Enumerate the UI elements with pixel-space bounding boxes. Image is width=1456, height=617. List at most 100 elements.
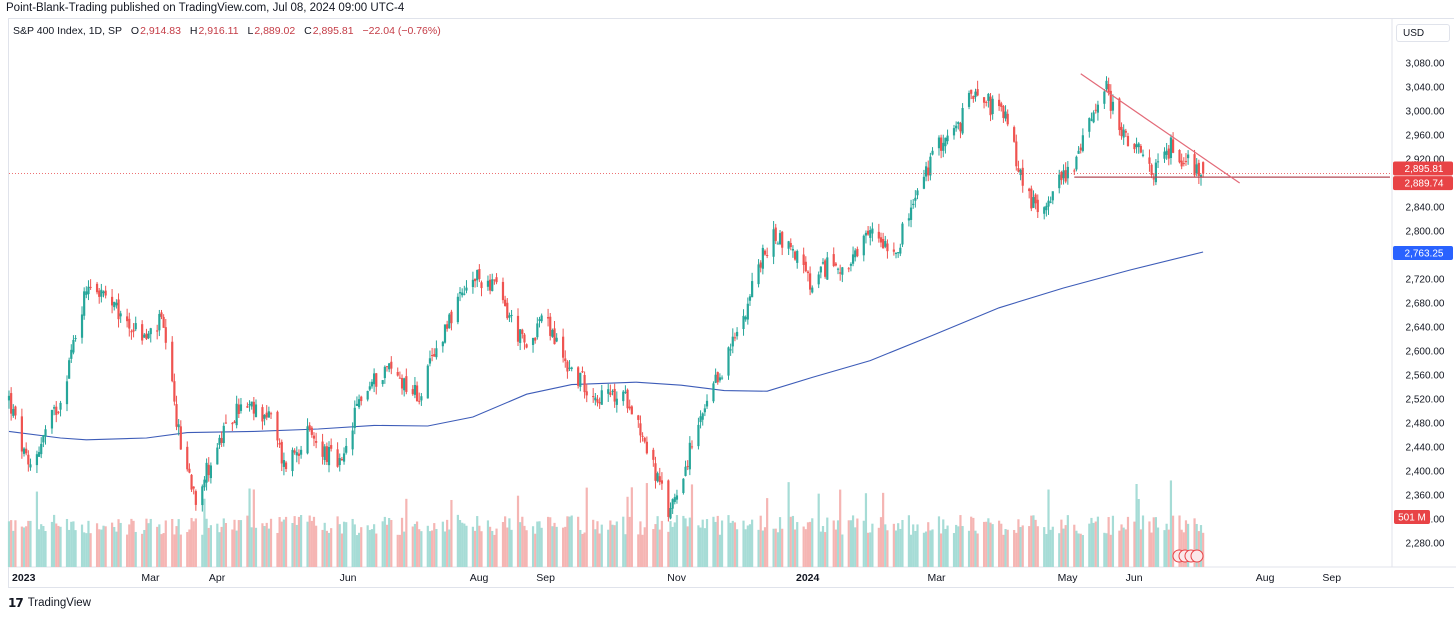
candle-body — [269, 413, 273, 415]
volume-bar — [411, 526, 414, 567]
volume-bar — [102, 525, 105, 567]
volume-bar — [27, 520, 30, 567]
volume-bar — [209, 525, 212, 567]
volume-bar — [446, 519, 449, 567]
candle-body — [299, 449, 303, 455]
candle-body — [581, 371, 584, 373]
volume-bar — [190, 517, 193, 567]
candle-body — [463, 293, 466, 295]
event-marker-icon[interactable] — [1190, 549, 1204, 563]
candle-body — [1043, 207, 1046, 214]
candle-body — [98, 290, 101, 297]
candle-body — [1032, 197, 1035, 208]
candle-body — [321, 441, 324, 457]
moving-average-line[interactable] — [8, 251, 1204, 441]
volume-bar — [1171, 515, 1175, 567]
candle-body — [1092, 112, 1095, 123]
candle-body — [390, 361, 393, 369]
volume-bar — [684, 518, 687, 567]
volume-bar — [826, 517, 829, 567]
volume-bar — [203, 498, 206, 567]
volume-bar — [351, 518, 354, 567]
candle-body — [645, 441, 648, 454]
volume-bar — [841, 534, 844, 567]
volume-bar — [1062, 528, 1065, 567]
y-tick-label: 3,040.00 — [1406, 83, 1445, 94]
volume-bar — [952, 533, 956, 567]
candle-body — [967, 92, 971, 107]
volume-bar — [1066, 515, 1069, 567]
candle-body — [22, 448, 26, 454]
candle-body — [549, 316, 552, 336]
candle-body — [998, 99, 1001, 107]
volume-bar — [972, 517, 975, 567]
candle-body — [87, 286, 90, 295]
candle-body — [398, 377, 401, 379]
candle-body — [946, 135, 949, 142]
volume-bar — [231, 529, 234, 567]
volume-bar — [1148, 521, 1151, 567]
volume-bar — [267, 528, 270, 567]
candle-body — [1135, 144, 1138, 148]
volume-bar — [443, 531, 447, 567]
candle-body — [1015, 141, 1018, 167]
candle-body — [1184, 160, 1188, 162]
volume-bar — [308, 515, 311, 567]
volume-bar — [385, 524, 389, 567]
candle-body — [373, 373, 376, 385]
volume-bar — [50, 521, 54, 567]
volume-bar — [501, 522, 505, 567]
volume-bar — [656, 516, 659, 567]
volume-bar — [486, 520, 490, 567]
candle-body — [325, 446, 328, 462]
volume-bar — [342, 521, 346, 567]
volume-bar — [450, 499, 453, 567]
candle-body — [201, 486, 204, 506]
candle-body — [370, 381, 374, 387]
candle-body — [147, 333, 150, 339]
volume-bar — [396, 534, 399, 567]
volume-bar — [796, 522, 799, 567]
volume-bar — [188, 529, 191, 567]
candle-body — [673, 497, 676, 502]
candle-body — [132, 329, 135, 332]
candle-body — [912, 203, 915, 206]
y-tick-label: 2,600.00 — [1406, 347, 1445, 358]
volume-bar — [14, 520, 17, 567]
candle-body — [690, 446, 694, 448]
candle-body — [1154, 162, 1157, 183]
candle-body — [1133, 143, 1136, 150]
candle-body — [553, 328, 556, 345]
volume-bar — [128, 524, 131, 567]
candle-body — [164, 327, 167, 343]
volume-bar — [1163, 530, 1166, 567]
volume-bar — [323, 522, 326, 567]
volume-bar — [65, 518, 69, 567]
x-tick-label: Aug — [1256, 572, 1275, 584]
candle-body — [456, 296, 459, 323]
candle-body — [1107, 84, 1110, 93]
candle-body — [7, 395, 11, 401]
volume-bar — [536, 521, 539, 567]
currency-selector[interactable]: USD — [1396, 24, 1450, 42]
volume-bar — [581, 533, 584, 567]
volume-bar — [639, 521, 642, 567]
volume-bar — [727, 515, 730, 567]
candle-body — [495, 277, 498, 283]
candle-body — [989, 96, 992, 116]
volume-bar — [1154, 517, 1157, 567]
candle-body — [751, 281, 754, 298]
volume-bar — [177, 519, 180, 567]
volume-bar — [72, 521, 75, 567]
volume-bar — [448, 529, 451, 567]
descending-trendline[interactable] — [1080, 73, 1240, 184]
volume-bar — [839, 489, 842, 567]
symbol-name[interactable]: S&P 400 Index, 1D, SP — [13, 25, 122, 37]
candle-body — [744, 316, 747, 320]
candle-body — [1171, 139, 1175, 153]
volume-bar — [637, 534, 640, 567]
candle-body — [177, 424, 180, 428]
volume-bar — [1126, 516, 1130, 567]
candle-body — [80, 314, 84, 338]
